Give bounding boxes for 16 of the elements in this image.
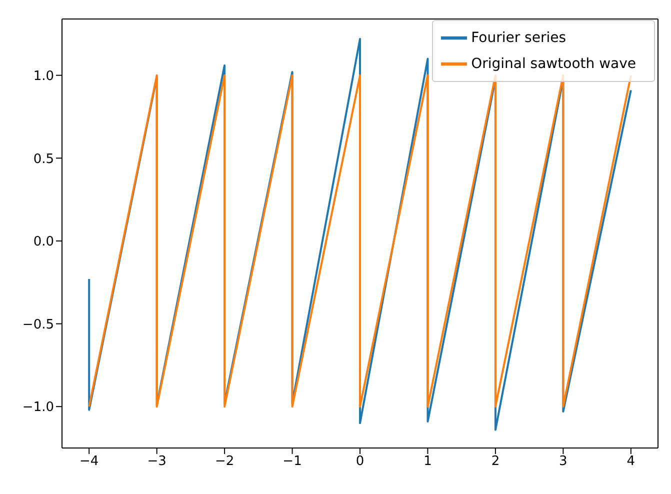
- x-tick-label: 1: [424, 454, 432, 470]
- x-tick-label: −3: [147, 454, 166, 470]
- x-tick-label: −4: [80, 454, 99, 470]
- y-tick-label: −0.5: [22, 317, 54, 332]
- legend-label: Fourier series: [471, 30, 566, 46]
- y-tick-label: 0.5: [33, 152, 54, 167]
- x-tick-label: −1: [282, 454, 302, 470]
- x-tick-label: 0: [356, 454, 364, 470]
- y-tick-label: 1.0: [33, 68, 54, 84]
- x-tick-label: −2: [214, 454, 234, 470]
- x-tick-label: 3: [559, 454, 568, 470]
- x-tick-label: 4: [626, 454, 636, 470]
- x-tick-label: 2: [491, 454, 500, 470]
- y-tick-label: −1.0: [22, 400, 54, 416]
- legend-label: Original sawtooth wave: [471, 56, 636, 72]
- y-tick-label: 0.0: [33, 234, 54, 250]
